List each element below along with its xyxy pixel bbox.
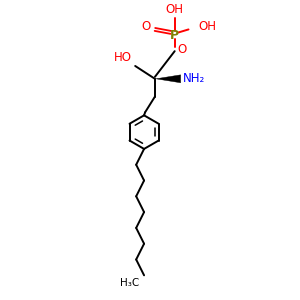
Text: NH₂: NH₂ <box>183 72 205 85</box>
Text: HO: HO <box>114 51 132 64</box>
Text: OH: OH <box>166 3 184 16</box>
Text: OH: OH <box>198 20 216 33</box>
Text: H₃C: H₃C <box>120 278 139 288</box>
Text: O: O <box>142 20 151 33</box>
Text: O: O <box>178 43 187 56</box>
Polygon shape <box>156 75 181 83</box>
Text: P: P <box>170 29 179 42</box>
